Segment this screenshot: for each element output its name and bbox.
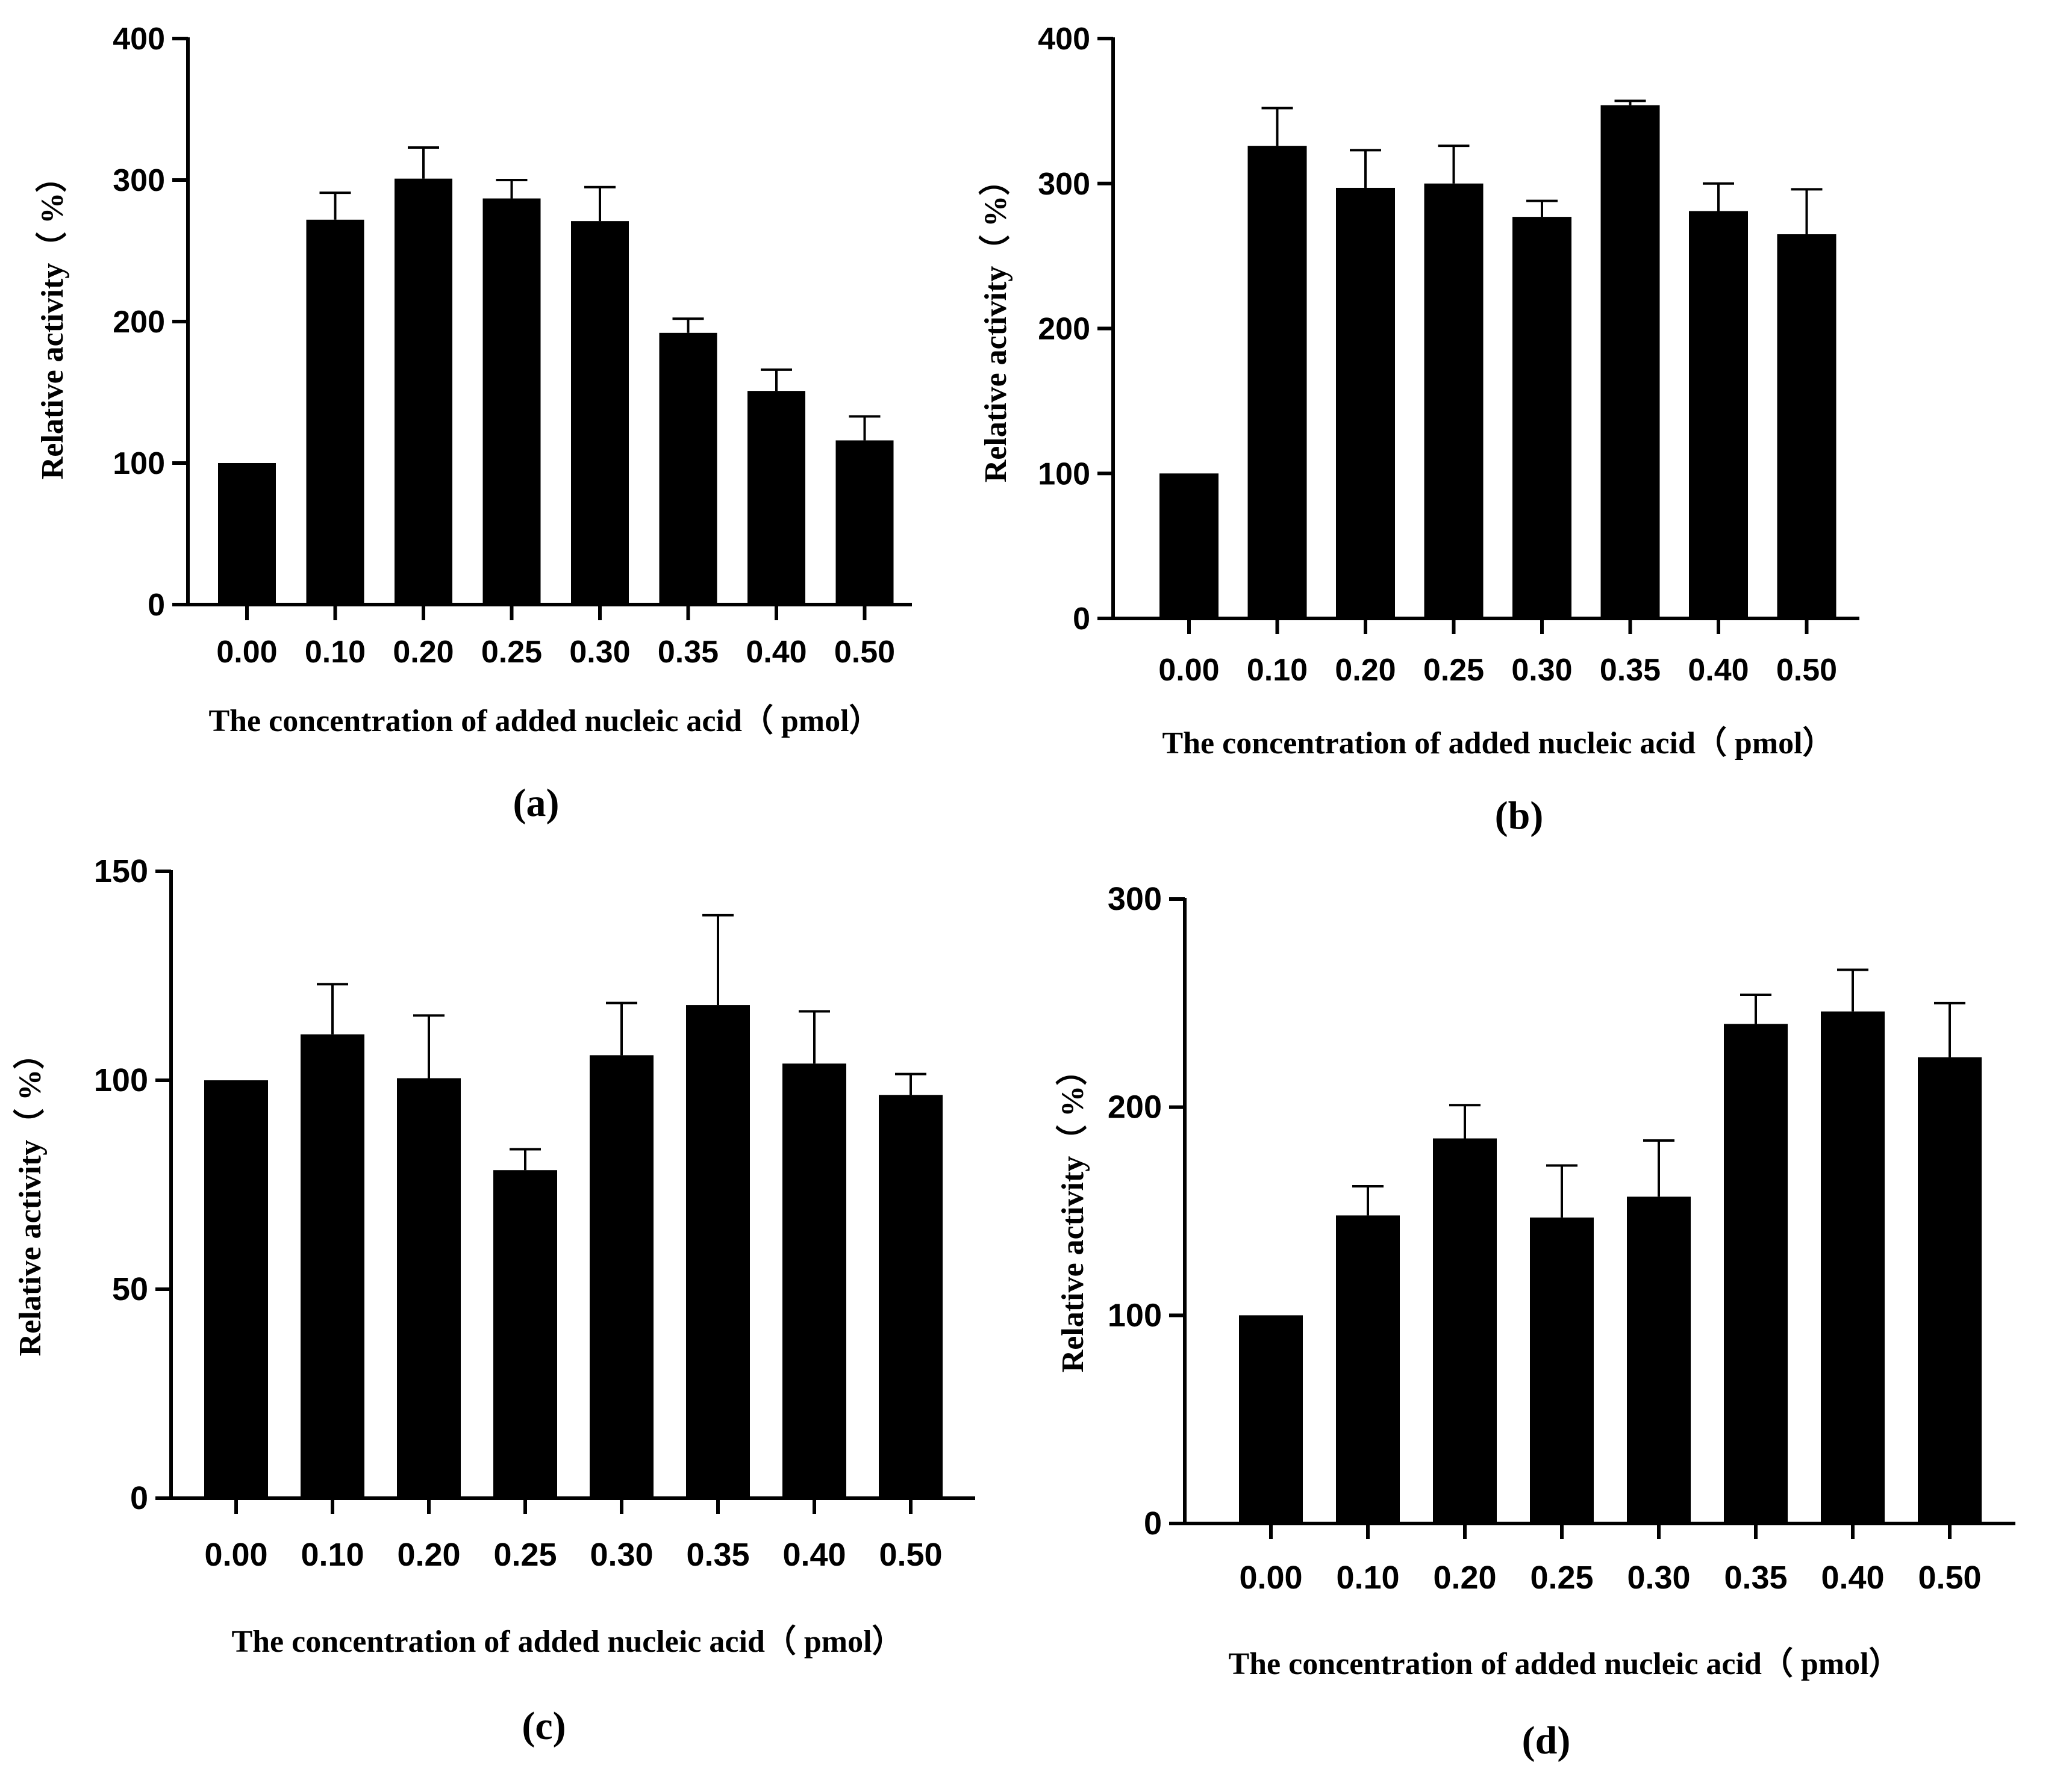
x-tick-label: 0.35 <box>1600 653 1661 688</box>
x-tick-label: 0.10 <box>1247 653 1308 688</box>
x-tick-label: 0.30 <box>1627 1560 1690 1596</box>
x-tick-label: 0.00 <box>1239 1560 1302 1596</box>
bar <box>1530 1217 1594 1523</box>
x-axis-title: The concentration of added nucleic acid（… <box>1162 726 1833 761</box>
bar <box>1336 1215 1400 1523</box>
x-tick-label: 0.40 <box>746 635 807 670</box>
x-tick-label: 0.40 <box>1821 1560 1884 1596</box>
x-tick-label: 0.40 <box>782 1537 846 1573</box>
x-tick-label: 0.10 <box>301 1537 364 1573</box>
y-tick-label: 300 <box>1038 167 1090 202</box>
bar <box>1247 146 1307 618</box>
bar <box>590 1055 654 1498</box>
y-tick-label: 100 <box>1038 456 1090 491</box>
x-tick-label: 0.35 <box>658 635 719 670</box>
x-tick-label: 0.00 <box>204 1537 267 1573</box>
x-tick-label: 0.30 <box>590 1537 653 1573</box>
panel-a: Relative activity（ %） The concentration … <box>35 22 912 825</box>
panel-label: (b) <box>1495 794 1544 838</box>
x-axis-title: The concentration of added nucleic acid（… <box>1228 1646 1900 1681</box>
y-tick-label: 100 <box>113 446 165 481</box>
bar <box>659 332 717 605</box>
y-tick-label: 200 <box>1038 312 1090 347</box>
y-axis-title: Relative activity（ %） <box>978 164 1013 483</box>
panel-label: (d) <box>1522 1719 1571 1763</box>
bar <box>1512 217 1571 618</box>
y-tick-label: 0 <box>130 1480 148 1516</box>
x-tick-label: 0.50 <box>1918 1560 1981 1596</box>
bar <box>571 221 629 605</box>
bar <box>1433 1138 1497 1523</box>
y-axis-title: Relative activity（ %） <box>35 161 70 480</box>
x-tick-label: 0.50 <box>834 635 895 670</box>
bar <box>301 1034 364 1498</box>
x-tick-label: 0.30 <box>569 635 630 670</box>
bar <box>218 463 276 605</box>
y-tick-label: 50 <box>112 1271 148 1307</box>
x-tick-label: 0.20 <box>393 635 454 670</box>
x-tick-label: 0.20 <box>1335 653 1396 688</box>
panel-c: Relative activity（ %） The concentration … <box>13 853 975 1748</box>
y-tick-label: 400 <box>1038 22 1090 57</box>
panel-label: (c) <box>522 1704 566 1748</box>
y-tick-label: 100 <box>94 1062 148 1098</box>
bar <box>482 198 541 605</box>
bar <box>1336 187 1395 618</box>
bar <box>1600 105 1660 618</box>
x-tick-label: 0.40 <box>1688 653 1749 688</box>
bar <box>306 219 364 605</box>
x-tick-label: 0.50 <box>879 1537 942 1573</box>
bar <box>1689 211 1748 618</box>
bar <box>1724 1024 1788 1523</box>
x-axis-title: The concentration of added nucleic acid（… <box>231 1624 903 1659</box>
x-tick-label: 0.25 <box>1423 653 1484 688</box>
y-tick-label: 300 <box>1108 881 1162 917</box>
bar <box>835 440 894 605</box>
y-tick-label: 0 <box>1073 602 1090 636</box>
x-tick-label: 0.20 <box>1433 1560 1496 1596</box>
y-tick-label: 400 <box>113 22 165 57</box>
bar <box>1821 1011 1885 1523</box>
panel-label: (a) <box>513 781 560 825</box>
y-axis-title: Relative activity（ %） <box>13 1038 48 1357</box>
y-tick-label: 0 <box>1144 1505 1162 1542</box>
x-tick-label: 0.00 <box>216 635 277 670</box>
x-tick-label: 0.10 <box>305 635 366 670</box>
bar <box>1777 234 1836 618</box>
y-tick-label: 150 <box>94 853 148 889</box>
bar <box>1239 1315 1303 1523</box>
x-tick-label: 0.00 <box>1158 653 1219 688</box>
bar <box>1424 183 1484 618</box>
bar <box>686 1005 750 1498</box>
bar <box>879 1095 943 1498</box>
panel-d: Relative activity（ %） The concentration … <box>1055 881 2015 1763</box>
y-tick-label: 200 <box>113 305 165 340</box>
x-tick-label: 0.20 <box>397 1537 460 1573</box>
y-tick-label: 100 <box>1108 1297 1162 1333</box>
x-axis-title: The concentration of added nucleic acid（… <box>208 703 880 738</box>
bar <box>747 391 805 605</box>
bar <box>1159 473 1219 618</box>
x-tick-label: 0.25 <box>493 1537 557 1573</box>
bar <box>493 1170 557 1498</box>
x-tick-label: 0.35 <box>686 1537 749 1573</box>
y-tick-label: 200 <box>1108 1089 1162 1125</box>
x-tick-label: 0.10 <box>1336 1560 1399 1596</box>
panel-b: Relative activity（ %） The concentration … <box>978 22 1859 838</box>
x-tick-label: 0.25 <box>481 635 542 670</box>
bar <box>395 178 452 605</box>
x-tick-label: 0.35 <box>1724 1560 1787 1596</box>
bar <box>1918 1057 1982 1523</box>
bar <box>397 1078 461 1498</box>
y-axis-title: Relative activity（ %） <box>1055 1054 1090 1373</box>
y-tick-label: 0 <box>148 588 165 623</box>
bar <box>782 1063 846 1498</box>
x-tick-label: 0.30 <box>1511 653 1572 688</box>
x-tick-label: 0.50 <box>1776 653 1837 688</box>
x-tick-label: 0.25 <box>1530 1560 1593 1596</box>
y-tick-label: 300 <box>113 163 165 198</box>
bar <box>1627 1197 1691 1523</box>
bar <box>204 1080 268 1498</box>
